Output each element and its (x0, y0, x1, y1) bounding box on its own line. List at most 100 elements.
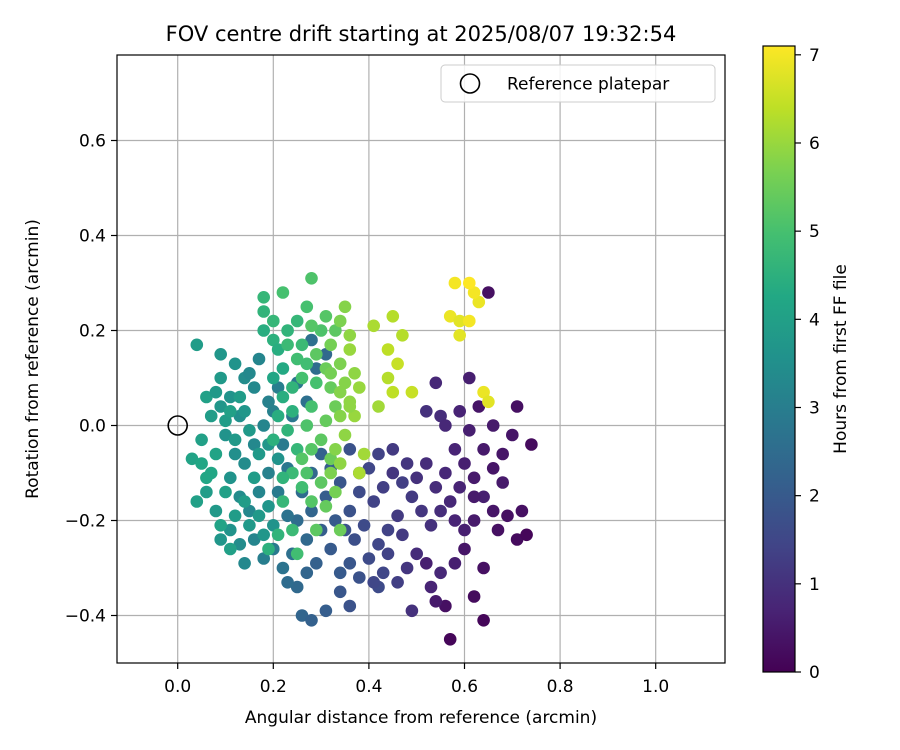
data-point (381, 371, 395, 385)
data-point (252, 352, 266, 366)
data-point (257, 528, 271, 542)
data-point (262, 466, 275, 480)
data-point (424, 519, 438, 532)
data-point (200, 390, 213, 404)
data-point (343, 599, 357, 613)
data-point (319, 604, 333, 618)
data-point (214, 348, 227, 361)
data-point (271, 409, 285, 423)
data-point (434, 409, 447, 423)
data-point (467, 590, 481, 603)
data-point (486, 504, 500, 518)
colorbar-tick-label: 2 (809, 487, 820, 507)
data-point (200, 471, 213, 485)
data-point (386, 385, 400, 399)
data-point (324, 381, 338, 394)
data-point (305, 400, 318, 413)
data-point (448, 276, 462, 290)
data-point (333, 476, 347, 489)
data-point (267, 371, 280, 385)
data-point (195, 457, 208, 470)
data-point (295, 481, 309, 494)
data-point (228, 433, 242, 447)
legend-open-circle-icon (459, 73, 481, 94)
data-point (467, 471, 481, 485)
x-tick-label: 0.6 (451, 677, 478, 697)
data-point (410, 471, 424, 485)
data-point (386, 443, 400, 456)
data-point (214, 533, 227, 546)
data-point (286, 381, 299, 394)
data-point (410, 547, 424, 561)
colorbar-gradient (762, 45, 796, 673)
data-point (238, 405, 251, 418)
data-point (257, 305, 271, 318)
x-tick-label: 0.0 (164, 677, 191, 697)
data-point (367, 495, 381, 508)
data-point (281, 424, 294, 437)
data-point (271, 343, 285, 356)
data-point (224, 471, 237, 485)
data-point (300, 566, 314, 580)
reference-marker-group (167, 415, 189, 436)
data-point (281, 324, 294, 337)
data-point (305, 319, 318, 333)
data-point (271, 381, 285, 394)
data-point (290, 352, 304, 366)
data-point (348, 533, 361, 546)
data-point (381, 547, 395, 561)
data-point (329, 400, 342, 413)
data-point (472, 295, 486, 309)
data-point (310, 362, 323, 375)
data-point (420, 405, 433, 418)
data-point (448, 557, 462, 570)
data-point (329, 514, 342, 527)
reference-platepar-marker (167, 415, 189, 436)
data-point (443, 633, 457, 646)
data-point (228, 509, 242, 523)
data-point (477, 385, 490, 399)
colorbar-tick-label: 3 (809, 398, 820, 418)
data-point (453, 481, 467, 494)
data-point (343, 443, 357, 456)
data-point (200, 485, 213, 499)
data-point (262, 542, 275, 556)
x-axis-ticks: 0.0 0.2 0.4 0.6 0.8 1.0 (164, 663, 669, 697)
data-point (276, 471, 290, 485)
data-point (486, 462, 500, 475)
x-tick-label: 0.2 (260, 677, 287, 697)
data-point (362, 462, 376, 475)
plot-frame (116, 54, 726, 664)
data-point (290, 580, 304, 594)
plot-area-background (117, 55, 725, 663)
plot-background (117, 55, 725, 663)
data-point (324, 542, 338, 556)
data-point (386, 310, 400, 323)
data-point (496, 447, 510, 461)
colorbar-tick-label: 7 (809, 46, 820, 66)
data-point (314, 433, 328, 447)
data-point (453, 329, 467, 342)
data-point (290, 547, 304, 561)
data-point (290, 443, 304, 456)
data-point (520, 528, 533, 542)
data-point (333, 523, 347, 537)
data-point (372, 447, 385, 461)
data-point (209, 504, 223, 518)
data-point (300, 357, 314, 371)
data-point (314, 324, 328, 337)
data-point (281, 509, 294, 523)
chart-title: FOV centre drift starting at 2025/08/07 … (166, 22, 677, 46)
data-point (271, 485, 285, 499)
y-axis-label: Rotation from reference (arcmin) (23, 219, 43, 499)
data-point (310, 557, 323, 570)
data-point (214, 400, 227, 413)
data-point (314, 447, 328, 461)
data-point (319, 348, 333, 361)
data-points (185, 272, 538, 646)
data-point (333, 357, 347, 371)
data-point (209, 385, 223, 399)
data-point (310, 376, 323, 390)
data-point (506, 428, 519, 442)
data-point (381, 523, 395, 537)
